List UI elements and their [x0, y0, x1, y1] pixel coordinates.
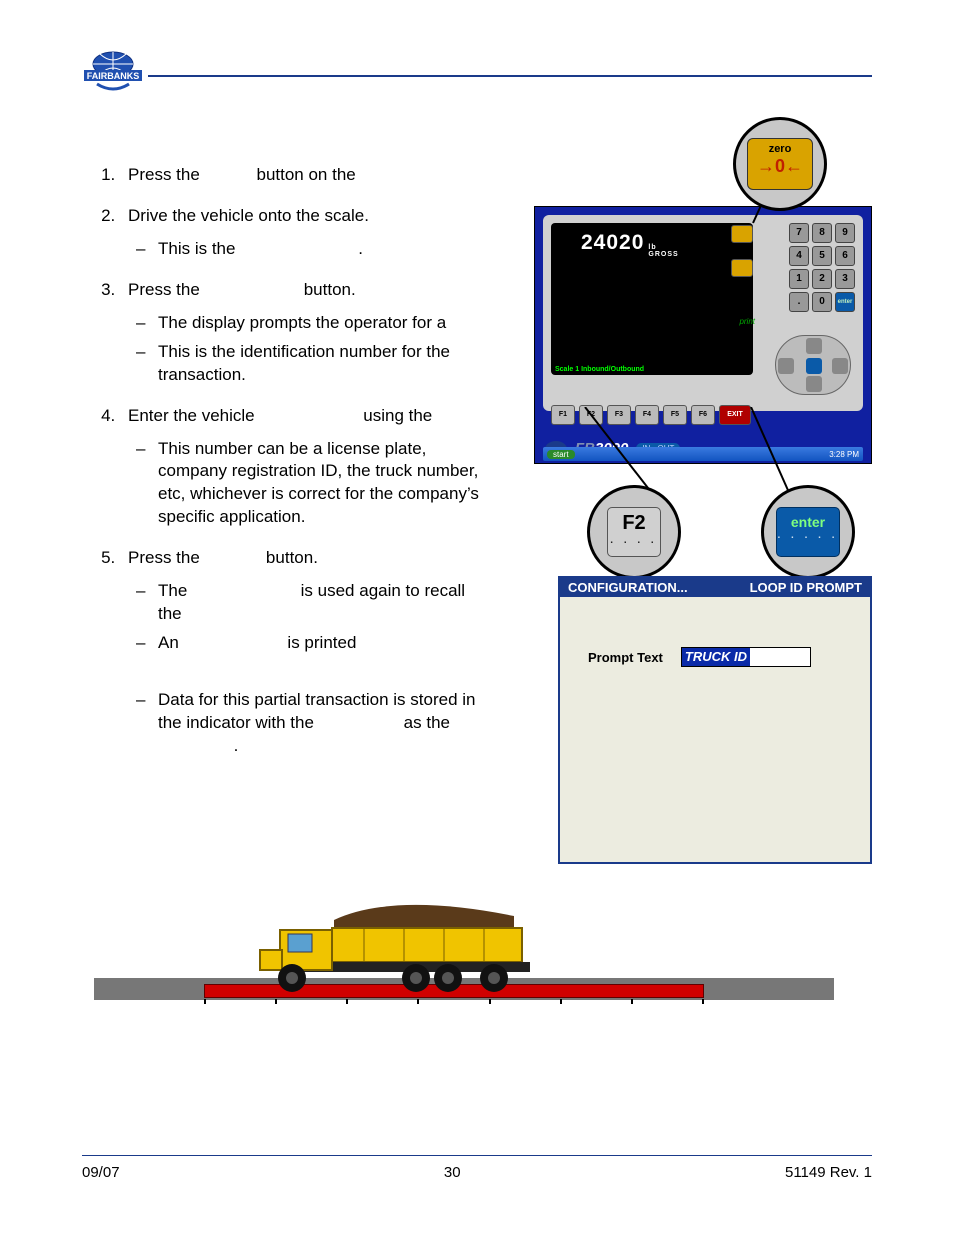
fb3000-device: 24020 lb GROSS Scale 1 Inbound/Outbound …	[534, 206, 872, 464]
footer-page: 30	[444, 1164, 461, 1181]
footer-date: 09/07	[82, 1164, 120, 1181]
step-1: Press the button on the	[120, 164, 490, 187]
units-small-button[interactable]	[731, 259, 753, 277]
fkey-f6[interactable]: F6	[691, 405, 715, 425]
tray-clock: 3:28 PM	[829, 450, 859, 459]
step-2a: This is the .	[158, 238, 490, 261]
step-5b: An is printed	[158, 632, 490, 655]
prompt-text-field[interactable]: TRUCK ID	[681, 647, 811, 667]
f2-button[interactable]: F2 . . . .	[607, 507, 661, 557]
key-4[interactable]: 4	[789, 246, 809, 266]
key-6[interactable]: 6	[835, 246, 855, 266]
svg-text:FAIRBANKS: FAIRBANKS	[87, 71, 140, 81]
step-4a: This number can be a license plate, comp…	[158, 438, 490, 530]
step-5c: Data for this partial transaction is sto…	[158, 689, 490, 758]
zero-small-button[interactable]	[731, 225, 753, 243]
truck-scene	[94, 892, 834, 1004]
instructions: Press the button on the Drive the vehicl…	[82, 164, 490, 758]
enter-dots-icon: . . . . .	[777, 530, 839, 541]
print-label: print	[739, 317, 755, 326]
fkey-f1[interactable]: F1	[551, 405, 575, 425]
zero-icon: →0←	[748, 157, 812, 175]
key-enter[interactable]: enter	[835, 292, 855, 312]
screen-status: Scale 1 Inbound/Outbound	[555, 366, 644, 373]
step-3: Press the button. The display prompts th…	[120, 279, 490, 387]
config-title-left: CONFIGURATION...	[568, 580, 688, 595]
truck-icon	[184, 892, 584, 1000]
dpad	[775, 335, 851, 395]
footer-docnum: 51149 Rev. 1	[785, 1164, 872, 1181]
key-9[interactable]: 9	[835, 223, 855, 243]
callout-zero: zero →0←	[733, 117, 827, 211]
enter-button-label: enter	[777, 514, 839, 530]
f2-dots-icon: . . . .	[608, 535, 660, 546]
unit-gross: GROSS	[648, 251, 678, 258]
step-3a: The display prompts the operator for a	[158, 312, 490, 335]
footer: 09/07 30 51149 Rev. 1	[82, 1155, 872, 1181]
key-2[interactable]: 2	[812, 269, 832, 289]
header: FAIRBANKS	[82, 50, 872, 96]
config-titlebar: CONFIGURATION... LOOP ID PROMPT	[560, 578, 870, 597]
callout-enter: enter . . . . .	[761, 485, 855, 579]
zero-button[interactable]: zero →0←	[747, 138, 813, 190]
config-dialog: CONFIGURATION... LOOP ID PROMPT Prompt T…	[558, 576, 872, 864]
key-1[interactable]: 1	[789, 269, 809, 289]
callout-f2: F2 . . . .	[587, 485, 681, 579]
unit-lb: lb	[648, 244, 678, 251]
dpad-left[interactable]	[778, 358, 794, 374]
enter-button[interactable]: enter . . . . .	[776, 507, 840, 557]
fairbanks-logo: FAIRBANKS	[82, 50, 144, 96]
start-button[interactable]: start	[547, 450, 575, 459]
key-0[interactable]: 0	[812, 292, 832, 312]
key-8[interactable]: 8	[812, 223, 832, 243]
dpad-menu[interactable]	[806, 358, 822, 374]
footer-rule	[82, 1155, 872, 1156]
key-dot[interactable]: .	[789, 292, 809, 312]
display-screen: 24020 lb GROSS Scale 1 Inbound/Outbound	[551, 223, 753, 375]
step-2: Drive the vehicle onto the scale. This i…	[120, 205, 490, 261]
f2-button-label: F2	[608, 512, 660, 535]
zero-button-label: zero	[748, 143, 812, 155]
step-3b: This is the identification number for th…	[158, 341, 490, 387]
numeric-keypad: 7 8 9 4 5 6 1 2 3 . 0 enter	[789, 223, 855, 312]
step-5a: The is used again to recall the	[158, 580, 490, 626]
step-4: Enter the vehicle using the This number …	[120, 405, 490, 530]
key-5[interactable]: 5	[812, 246, 832, 266]
fkey-f5[interactable]: F5	[663, 405, 687, 425]
weight-value: 24020	[581, 231, 644, 255]
key-3[interactable]: 3	[835, 269, 855, 289]
prompt-text-value: TRUCK ID	[682, 648, 750, 666]
dpad-right[interactable]	[832, 358, 848, 374]
step-5: Press the button. The is used again to r…	[120, 547, 490, 758]
dpad-up[interactable]	[806, 338, 822, 354]
prompt-text-label: Prompt Text	[588, 650, 663, 665]
header-rule	[148, 75, 872, 77]
config-title-right: LOOP ID PROMPT	[750, 580, 862, 595]
dpad-down[interactable]	[806, 376, 822, 392]
